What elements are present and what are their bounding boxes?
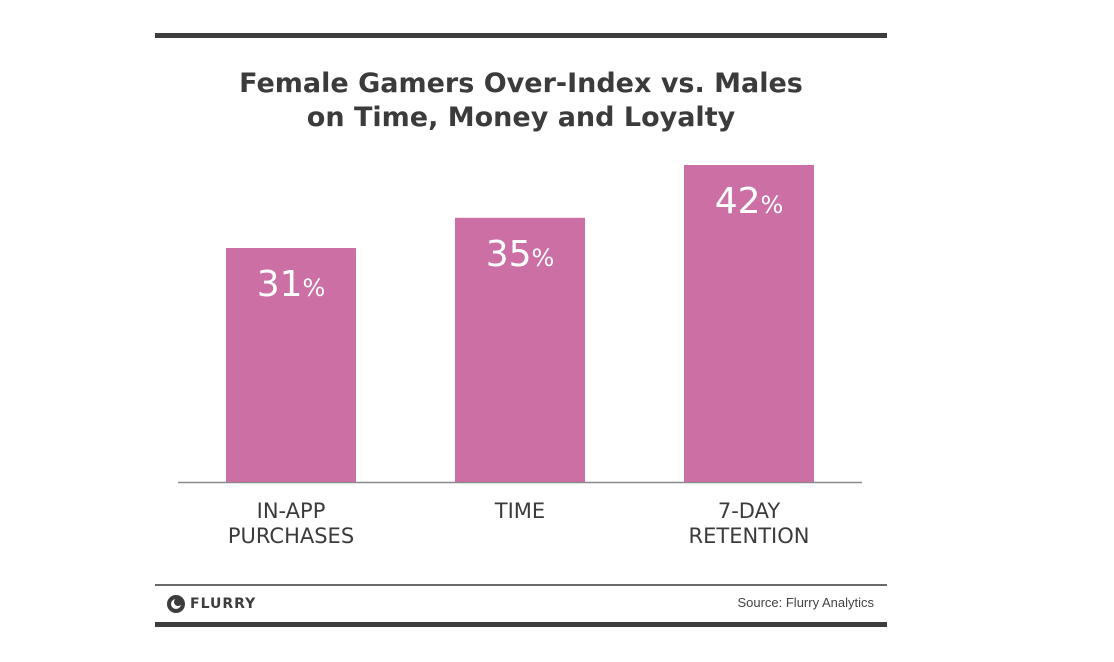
bar-value-label-0: 31% — [257, 264, 326, 305]
chart-title: Female Gamers Over-Index vs. Males on Ti… — [239, 68, 803, 133]
bottom-rule — [155, 622, 887, 627]
bar-value-label-2: 42% — [715, 181, 784, 222]
category-label-2: 7-DAY RETENTION — [689, 499, 810, 548]
bar-1 — [455, 217, 585, 483]
flurry-logo-icon — [167, 595, 185, 613]
bar-0 — [226, 248, 356, 482]
top-rule — [155, 33, 887, 38]
flurry-logo: FLURRY — [167, 593, 256, 615]
flurry-logo-text: FLURRY — [190, 596, 257, 612]
category-label-1: TIME — [494, 499, 545, 523]
bar-value-label-1: 35% — [486, 234, 555, 275]
category-label-0: IN-APP PURCHASES — [228, 499, 354, 548]
bar-2 — [684, 165, 814, 482]
source-note: Source: Flurry Analytics — [737, 595, 874, 610]
footer-rule — [155, 584, 887, 586]
